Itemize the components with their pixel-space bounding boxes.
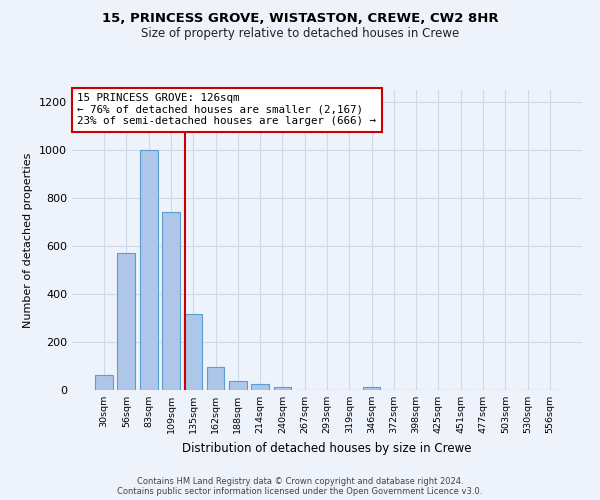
Text: Contains HM Land Registry data © Crown copyright and database right 2024.
Contai: Contains HM Land Registry data © Crown c… [118,476,482,496]
Bar [229,381,247,390]
Text: 15 PRINCESS GROVE: 126sqm
← 76% of detached houses are smaller (2,167)
23% of se: 15 PRINCESS GROVE: 126sqm ← 76% of detac… [77,93,376,126]
Bar [162,212,180,390]
Text: 15, PRINCESS GROVE, WISTASTON, CREWE, CW2 8HR: 15, PRINCESS GROVE, WISTASTON, CREWE, CW… [101,12,499,26]
X-axis label: Distribution of detached houses by size in Crewe: Distribution of detached houses by size … [182,442,472,454]
Bar [184,314,202,390]
Bar [274,387,292,390]
Bar [118,253,136,390]
Bar [95,375,113,390]
Y-axis label: Number of detached properties: Number of detached properties [23,152,34,328]
Bar [206,367,224,390]
Bar [251,384,269,390]
Text: Size of property relative to detached houses in Crewe: Size of property relative to detached ho… [141,28,459,40]
Bar [362,387,380,390]
Bar [140,150,158,390]
